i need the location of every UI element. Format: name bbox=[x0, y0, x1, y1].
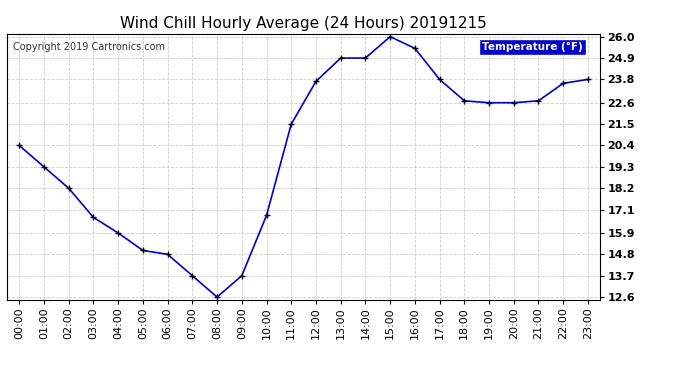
Text: Temperature (°F): Temperature (°F) bbox=[482, 42, 582, 52]
Title: Wind Chill Hourly Average (24 Hours) 20191215: Wind Chill Hourly Average (24 Hours) 201… bbox=[120, 16, 487, 31]
Text: Copyright 2019 Cartronics.com: Copyright 2019 Cartronics.com bbox=[13, 42, 165, 52]
